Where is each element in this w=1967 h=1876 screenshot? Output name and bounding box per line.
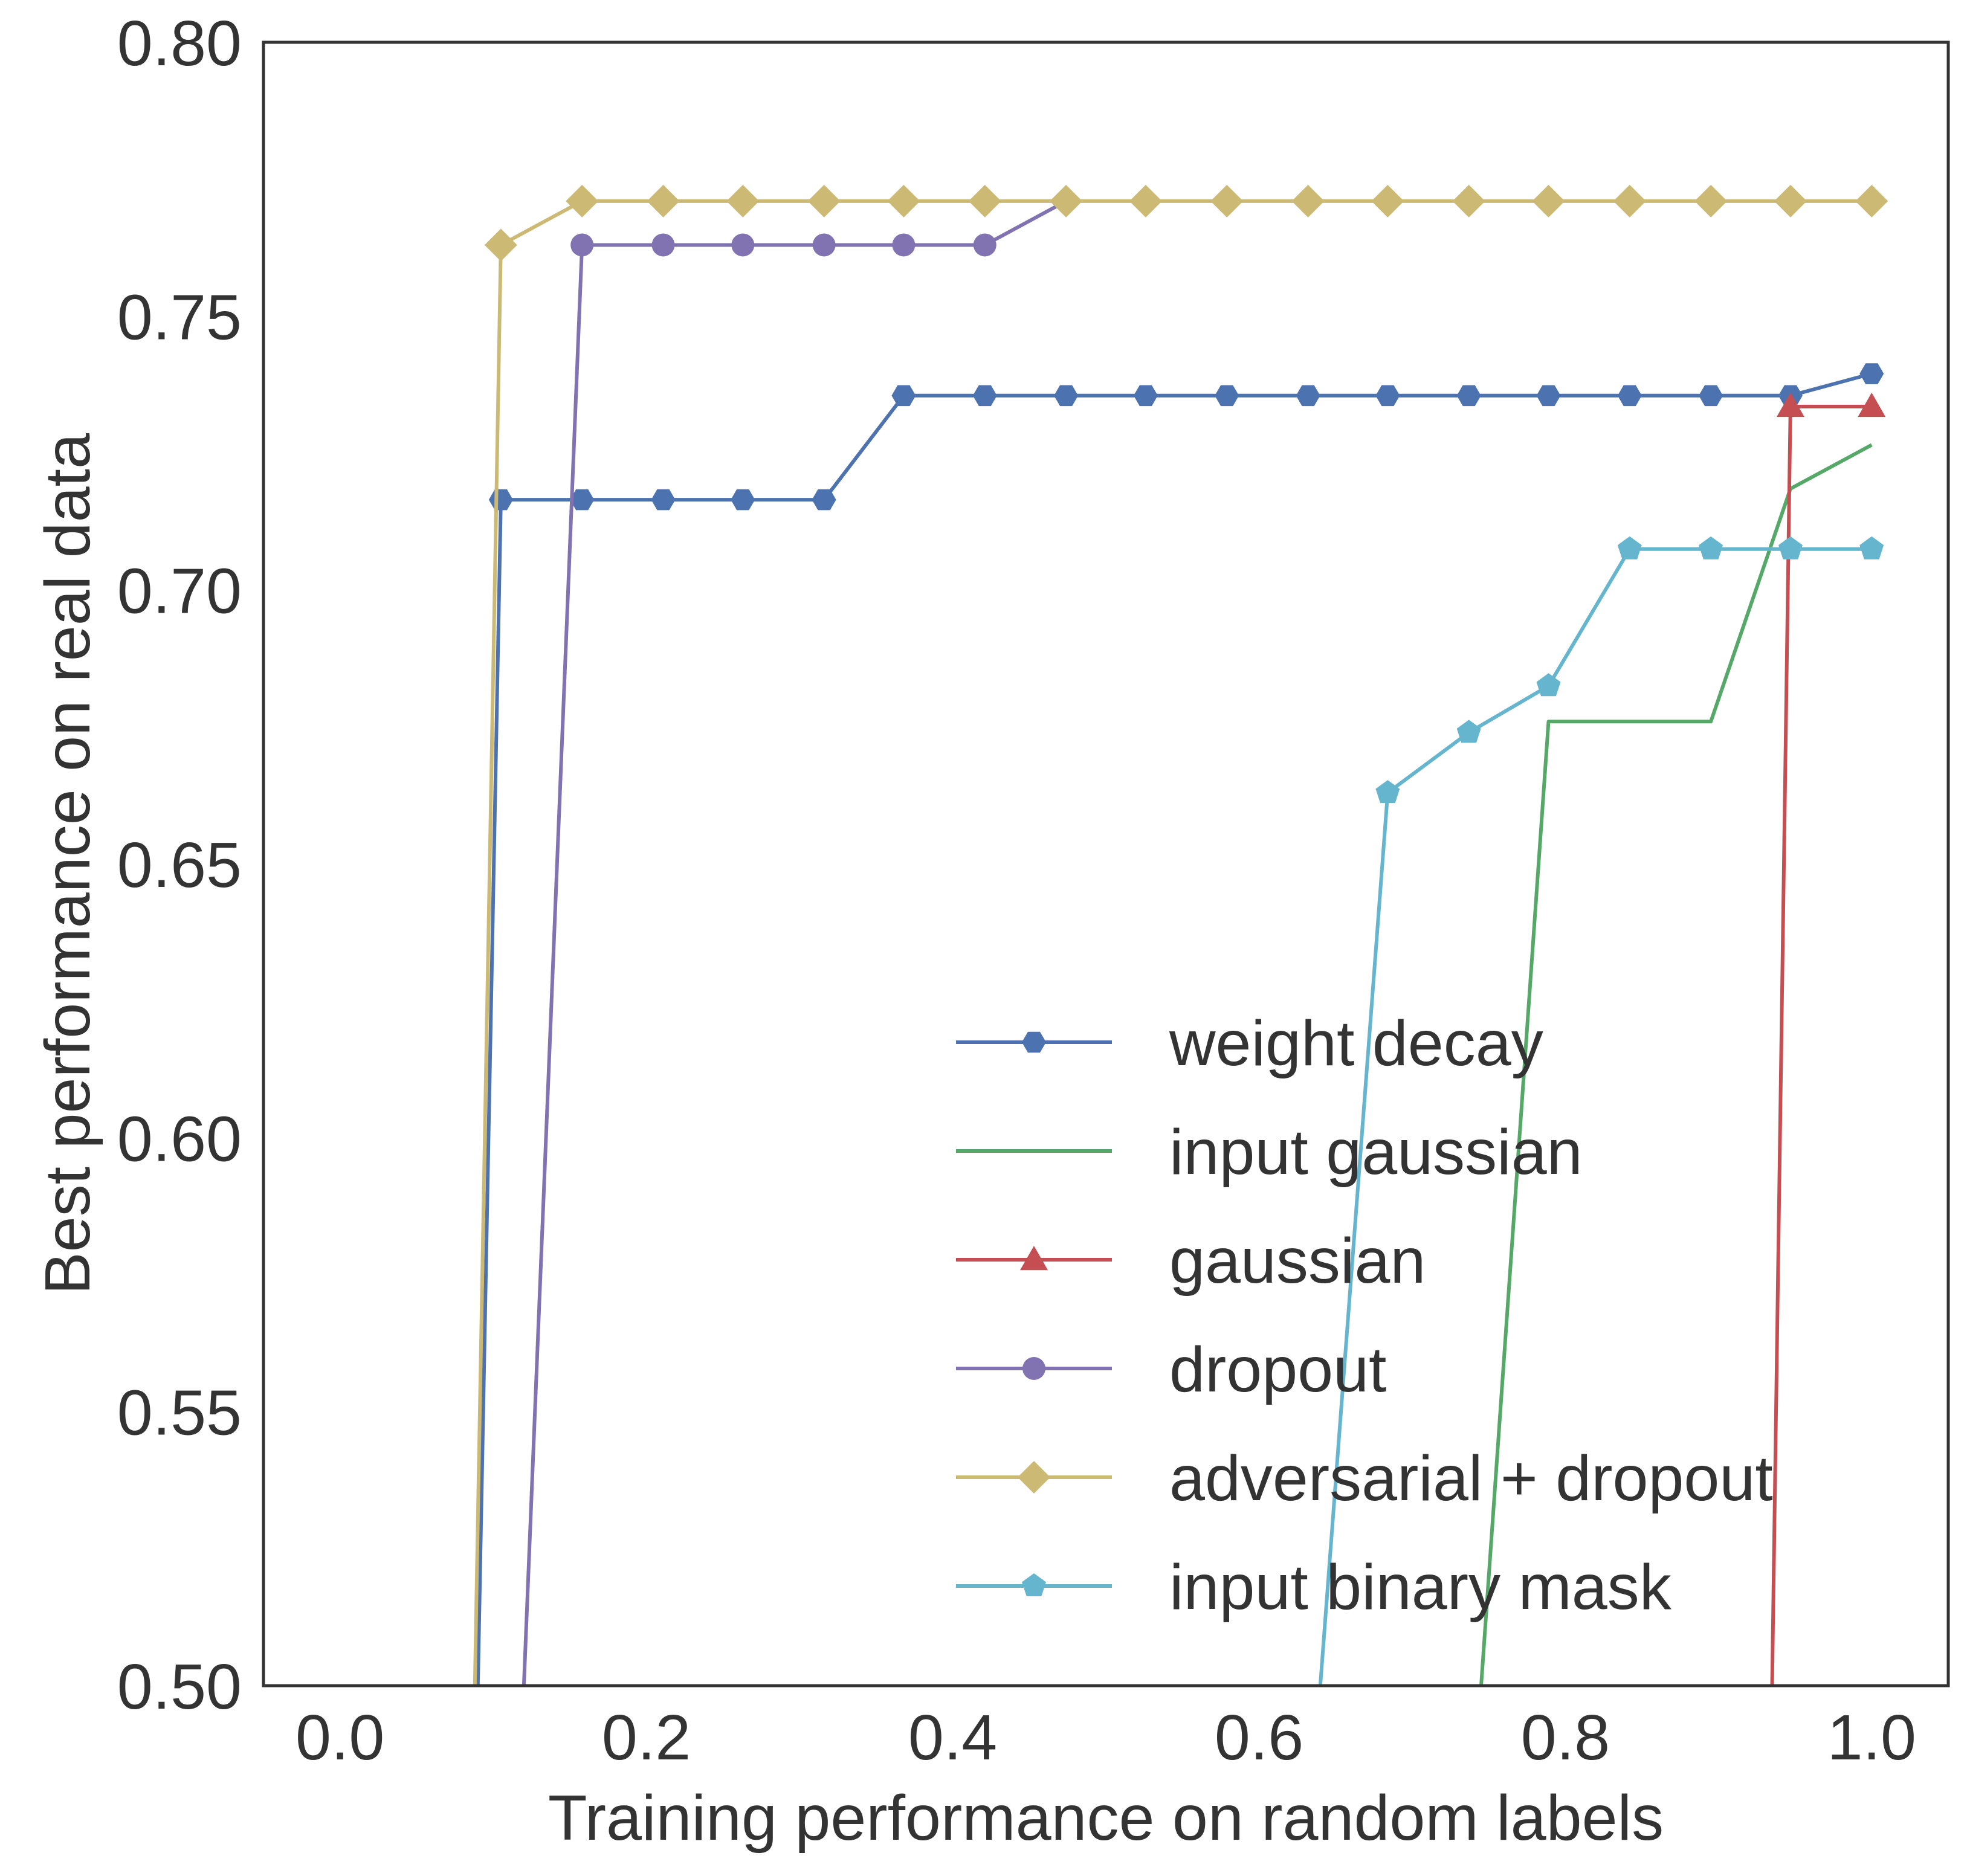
data-point-weight-decay <box>570 489 595 511</box>
data-point-gaussian <box>1858 392 1886 417</box>
series-line-dropout <box>522 199 1067 1686</box>
x-tick-labels: 0.0 0.2 0.4 0.6 0.8 1.0 <box>296 1702 1916 1773</box>
x-axis-label: Training performance on random labels <box>548 1782 1664 1854</box>
data-point-adversarial-dropout <box>1291 184 1325 218</box>
x-tick-label: 0.0 <box>296 1702 384 1773</box>
legend-item-dropout: dropout <box>956 1334 1387 1405</box>
series-dropout <box>522 199 1067 1686</box>
data-point-dropout <box>731 233 755 257</box>
x-tick-label: 0.6 <box>1215 1702 1303 1773</box>
legend-item-weight-decay: weight decay <box>956 1008 1543 1079</box>
data-point-input-binary-mask <box>1456 720 1481 743</box>
data-point-dropout <box>570 233 594 257</box>
data-point-adversarial-dropout <box>1210 184 1244 218</box>
data-point-input-binary-mask <box>1778 536 1803 559</box>
series-layer <box>473 184 1888 1686</box>
data-point-adversarial-dropout <box>726 184 760 218</box>
legend-label: input binary mask <box>1169 1552 1672 1623</box>
y-tick-label: 0.75 <box>117 282 242 353</box>
data-point-weight-decay <box>891 385 916 407</box>
data-point-adversarial-dropout <box>1129 184 1162 218</box>
data-point-adversarial-dropout <box>887 184 920 218</box>
data-point-dropout <box>651 233 675 257</box>
data-point-weight-decay <box>1133 385 1158 407</box>
y-tick-label: 0.55 <box>117 1378 242 1449</box>
legend-item-input-gaussian: input gaussian <box>956 1117 1583 1188</box>
data-point-adversarial-dropout <box>807 184 841 218</box>
data-point-adversarial-dropout <box>968 184 1001 218</box>
legend-label: adversarial + dropout <box>1169 1443 1773 1514</box>
y-tick-labels: 0.50 0.55 0.60 0.65 0.70 0.75 0.80 <box>117 8 242 1723</box>
x-tick-label: 1.0 <box>1827 1702 1916 1773</box>
data-point-adversarial-dropout <box>484 228 517 262</box>
data-point-weight-decay <box>1617 385 1642 407</box>
data-point-gaussian <box>1776 392 1804 417</box>
series-gaussian <box>1770 392 1886 1686</box>
data-point-weight-decay <box>1054 385 1079 407</box>
data-point-input-binary-mask <box>1375 780 1400 804</box>
x-tick-label: 0.2 <box>602 1702 691 1773</box>
data-point-adversarial-dropout <box>1050 184 1083 218</box>
y-tick-label: 0.65 <box>117 830 242 901</box>
data-point-dropout <box>892 233 916 257</box>
data-point-weight-decay <box>972 385 997 407</box>
y-tick-label: 0.70 <box>117 556 242 627</box>
data-point-weight-decay <box>812 489 836 511</box>
legend-marker-dropout <box>1022 1357 1045 1380</box>
data-point-weight-decay <box>1699 385 1723 407</box>
data-point-weight-decay <box>1859 363 1884 384</box>
series-line-input-gaussian <box>1479 443 1873 1686</box>
data-point-weight-decay <box>731 489 755 511</box>
series-line-input-binary-mask <box>1318 547 1872 1686</box>
data-point-adversarial-dropout <box>1774 184 1807 218</box>
legend-label: weight decay <box>1169 1008 1543 1079</box>
legend: weight decay input gaussian gaussian dropou… <box>956 1008 1773 1623</box>
series-input-gaussian <box>1479 443 1873 1686</box>
data-point-input-binary-mask <box>1536 673 1561 697</box>
data-point-adversarial-dropout <box>647 184 680 218</box>
y-tick-label: 0.60 <box>117 1103 242 1175</box>
data-point-adversarial-dropout <box>1855 184 1888 218</box>
series-input-binary-mask <box>1318 536 1884 1686</box>
legend-marker-weight-decay <box>1022 1031 1046 1053</box>
data-point-weight-decay <box>1375 385 1400 407</box>
data-point-dropout <box>973 233 996 257</box>
data-point-adversarial-dropout <box>1532 184 1565 218</box>
data-point-weight-decay <box>1456 385 1481 407</box>
x-tick-label: 0.4 <box>908 1702 997 1773</box>
x-tick-label: 0.8 <box>1521 1702 1610 1773</box>
y-tick-label: 0.80 <box>117 8 242 79</box>
plot-background <box>263 42 1948 1686</box>
data-point-adversarial-dropout <box>1613 184 1646 218</box>
data-point-adversarial-dropout <box>1694 184 1728 218</box>
data-point-weight-decay <box>1215 385 1239 407</box>
data-point-adversarial-dropout <box>566 184 599 218</box>
data-point-weight-decay <box>651 489 676 511</box>
data-point-dropout <box>812 233 836 257</box>
data-point-adversarial-dropout <box>1452 184 1485 218</box>
data-point-input-binary-mask <box>1617 536 1642 559</box>
data-point-weight-decay <box>1296 385 1320 407</box>
data-point-input-binary-mask <box>1699 536 1723 559</box>
legend-marker-gaussian <box>1020 1246 1048 1271</box>
legend-item-gaussian: gaussian <box>956 1225 1426 1297</box>
data-point-weight-decay <box>1536 385 1561 407</box>
data-point-input-binary-mask <box>1859 536 1884 559</box>
plot-frame <box>262 40 1950 1687</box>
legend-item-adversarial-dropout: adversarial + dropout <box>956 1443 1773 1514</box>
legend-item-input-binary-mask: input binary mask <box>956 1552 1672 1623</box>
legend-marker-input-binary-mask <box>1022 1573 1046 1596</box>
legend-label: gaussian <box>1169 1225 1426 1297</box>
legend-label: dropout <box>1169 1334 1387 1405</box>
legend-marker-adversarial-dropout <box>1018 1461 1050 1494</box>
legend-label: input gaussian <box>1169 1117 1583 1188</box>
y-tick-label: 0.50 <box>117 1651 242 1723</box>
series-weight-decay <box>476 363 1884 1686</box>
series-adversarial-dropout <box>473 184 1888 1686</box>
y-axis-label: Best performance on real data <box>32 433 103 1295</box>
data-point-adversarial-dropout <box>1371 184 1404 218</box>
